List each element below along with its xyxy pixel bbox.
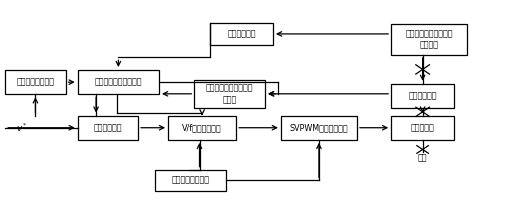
Text: 绕组切换容错控制模块: 绕组切换容错控制模块 (94, 78, 142, 87)
Text: 最大推力跟踪模块: 最大推力跟踪模块 (16, 78, 55, 87)
Text: 绕组切换故障检测与诊
断模块: 绕组切换故障检测与诊 断模块 (206, 84, 254, 104)
Text: 功能检测模块: 功能检测模块 (227, 29, 256, 38)
Bar (5, 70, 66, 94)
Bar (78, 116, 138, 140)
Bar (194, 80, 265, 108)
Bar (78, 70, 159, 94)
Bar (281, 116, 357, 140)
Bar (391, 116, 454, 140)
Text: 启动电压补偿模块: 启动电压补偿模块 (171, 176, 209, 185)
Text: 绕组分段式永磁直线同
步电动机: 绕组分段式永磁直线同 步电动机 (405, 30, 453, 50)
Text: V/f曲线生成模块: V/f曲线生成模块 (182, 123, 222, 132)
Bar (168, 116, 236, 140)
Bar (391, 24, 467, 55)
Text: 速度设定模块: 速度设定模块 (93, 123, 122, 132)
Bar (391, 84, 454, 108)
Text: 电源: 电源 (418, 153, 427, 162)
Text: SVPWM调制驱动单元: SVPWM调制驱动单元 (290, 123, 348, 132)
Bar (155, 170, 226, 191)
Text: $v^*$: $v^*$ (16, 121, 28, 134)
Bar (210, 23, 273, 45)
Text: 绕组切换机构: 绕组切换机构 (408, 91, 437, 100)
Text: 三相逆变器: 三相逆变器 (411, 123, 435, 132)
